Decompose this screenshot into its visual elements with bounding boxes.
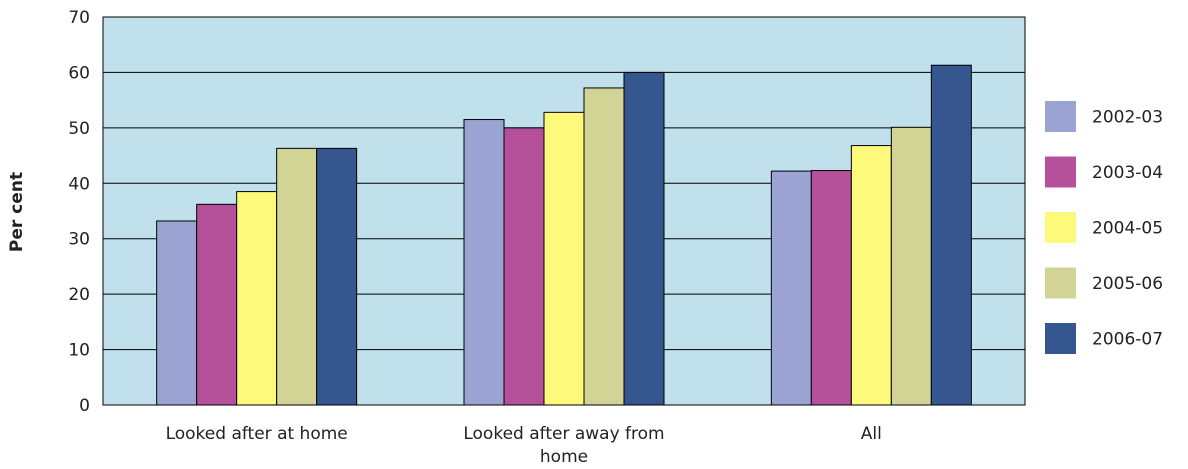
legend-label: 2003-04	[1092, 163, 1163, 183]
legend-swatch	[1045, 156, 1076, 188]
legend-swatch	[1045, 323, 1076, 354]
bar	[316, 147, 358, 406]
plot-area	[102, 16, 1026, 406]
bar	[156, 220, 198, 406]
y-axis: 0 10 20 30 40 50 60 70	[68, 8, 90, 416]
x-tick-label-line: Looked after at home	[166, 424, 348, 444]
x-tick-label-line: All	[861, 424, 882, 444]
x-tick-label: Looked after away from home	[463, 424, 664, 467]
legend-swatch	[1045, 267, 1076, 299]
legend-label: 2004-05	[1092, 219, 1163, 239]
x-tick-label-line: home	[540, 447, 588, 467]
y-tick-label: 40	[68, 174, 90, 194]
bar	[276, 147, 318, 406]
bar	[850, 145, 892, 406]
bar	[463, 119, 505, 406]
x-tick-label: Looked after at home	[166, 424, 348, 444]
y-tick-label: 20	[68, 285, 90, 305]
bar	[503, 127, 545, 406]
legend: 2002-03 2003-04 2004-05 2005-06 2006-07	[1045, 101, 1163, 354]
y-tick-label: 50	[68, 119, 90, 139]
y-tick-label: 30	[68, 230, 90, 250]
bar	[930, 64, 972, 406]
x-tick-label: All	[861, 424, 882, 444]
legend-label: 2006-07	[1092, 330, 1163, 350]
y-tick-label: 0	[79, 396, 90, 416]
y-tick-label: 60	[68, 63, 90, 83]
bar	[196, 203, 238, 406]
bar	[236, 191, 278, 406]
x-axis: Looked after at home Looked after away fr…	[166, 424, 882, 467]
y-tick-label: 70	[68, 8, 90, 28]
bar	[543, 111, 585, 406]
bar	[623, 71, 665, 406]
legend-label: 2002-03	[1092, 108, 1163, 128]
y-tick-label: 10	[68, 341, 90, 361]
bar	[770, 170, 812, 406]
bar	[890, 126, 932, 406]
bar	[810, 170, 852, 406]
y-axis-label: Per cent	[7, 172, 27, 252]
legend-swatch	[1045, 212, 1076, 243]
legend-label: 2005-06	[1092, 274, 1163, 294]
legend-swatch	[1045, 101, 1076, 132]
x-tick-label-line: Looked after away from	[463, 424, 664, 444]
plot-border	[102, 16, 1026, 406]
bar	[583, 87, 625, 406]
